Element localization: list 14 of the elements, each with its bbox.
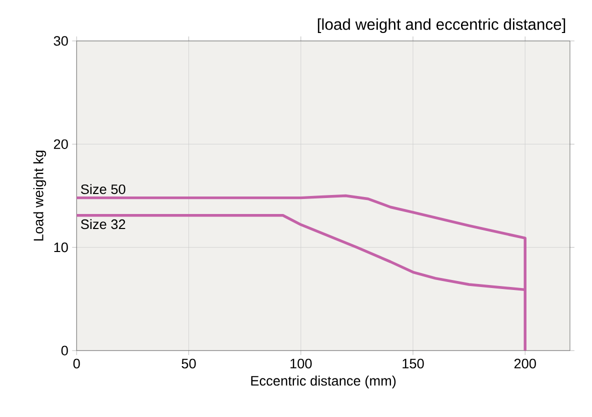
y-tick-label: 20 (54, 139, 68, 150)
chart-title: [load weight and eccentric distance] (318, 18, 566, 34)
x-tick-label: 150 (402, 358, 424, 369)
x-tick-label: 50 (182, 358, 196, 369)
x-tick-label: 100 (290, 358, 312, 369)
series-label: Size 50 (80, 184, 126, 194)
y-tick-label: 30 (54, 36, 68, 46)
series-label: Size 32 (80, 219, 126, 230)
x-axis-title: Eccentric distance (mm) (251, 376, 396, 388)
x-tick-label: 0 (73, 358, 80, 369)
y-axis-title: Load weight kg (33, 150, 46, 241)
y-tick-label: 10 (54, 242, 68, 252)
x-tick-label: 200 (514, 358, 536, 369)
y-tick-label: 0 (61, 346, 68, 356)
